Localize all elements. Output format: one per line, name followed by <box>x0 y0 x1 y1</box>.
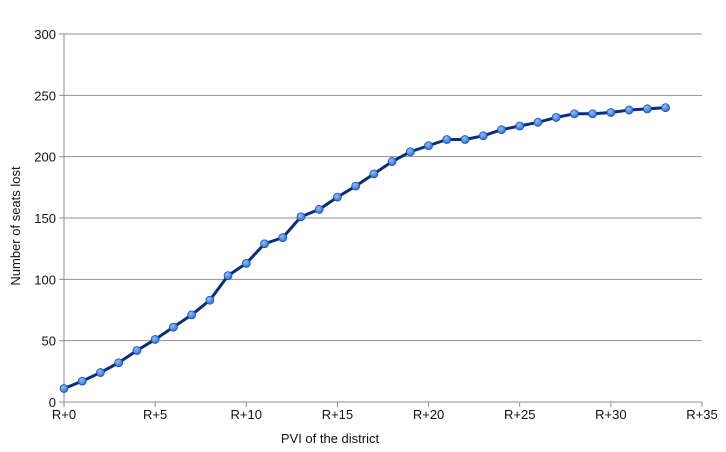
axes <box>59 33 703 407</box>
x-tick-label: R+35 <box>686 407 717 422</box>
data-point <box>624 105 634 115</box>
x-tick-label: R+5 <box>143 407 167 422</box>
data-point <box>661 103 670 112</box>
data-point <box>114 358 124 368</box>
data-point <box>241 258 251 268</box>
y-tick-label: 100 <box>34 272 56 287</box>
x-tick-label: R+25 <box>504 407 535 422</box>
y-tick-label: 200 <box>34 150 56 165</box>
data-point <box>551 113 561 122</box>
data-point <box>314 205 324 214</box>
data-point <box>588 109 598 119</box>
x-axis-title: PVI of the district <box>281 431 380 446</box>
data-point <box>606 108 616 117</box>
data-point <box>478 131 488 141</box>
x-tick-label: R+20 <box>413 407 444 422</box>
y-tick-label: 150 <box>34 211 56 226</box>
gridlines <box>64 33 702 342</box>
x-tick-label: R+10 <box>231 407 262 422</box>
data-point <box>515 121 525 131</box>
data-point <box>533 117 543 127</box>
x-tick-label: R+15 <box>322 407 353 422</box>
data-point <box>150 335 160 344</box>
data-point <box>424 141 433 151</box>
data-point <box>497 125 506 135</box>
data-point <box>59 384 69 393</box>
data-point <box>369 169 379 179</box>
y-tick-label: 300 <box>34 27 56 42</box>
data-point <box>187 310 197 320</box>
data-point <box>442 135 452 144</box>
data-point <box>642 104 652 114</box>
data-point <box>205 295 215 305</box>
data-point <box>296 212 306 222</box>
y-tick-labels: 0 50 100 150 200 250 300 <box>34 27 56 410</box>
y-tick-label: 50 <box>42 334 56 349</box>
data-point <box>132 346 142 355</box>
data-point <box>96 368 105 377</box>
data-point <box>333 192 342 202</box>
data-point <box>460 135 470 144</box>
data-point <box>168 322 178 332</box>
data-point <box>278 233 288 243</box>
data-point <box>77 376 87 386</box>
data-point <box>387 157 397 166</box>
series-layer <box>59 103 670 393</box>
data-point <box>351 181 361 191</box>
x-tick-label: R+0 <box>52 407 76 422</box>
x-tick-labels: R+0 R+5 R+10 R+15 R+20 R+25 R+30 R+35 <box>52 407 718 422</box>
y-tick-label: 250 <box>34 88 56 103</box>
series-line <box>63 106 666 390</box>
y-tick-label: 0 <box>49 395 56 410</box>
data-point <box>223 271 233 281</box>
x-tick-label: R+30 <box>595 407 626 422</box>
data-point <box>260 239 269 249</box>
data-point <box>405 147 415 157</box>
data-point <box>570 109 579 119</box>
y-axis-title: Number of seats lost <box>8 166 23 286</box>
